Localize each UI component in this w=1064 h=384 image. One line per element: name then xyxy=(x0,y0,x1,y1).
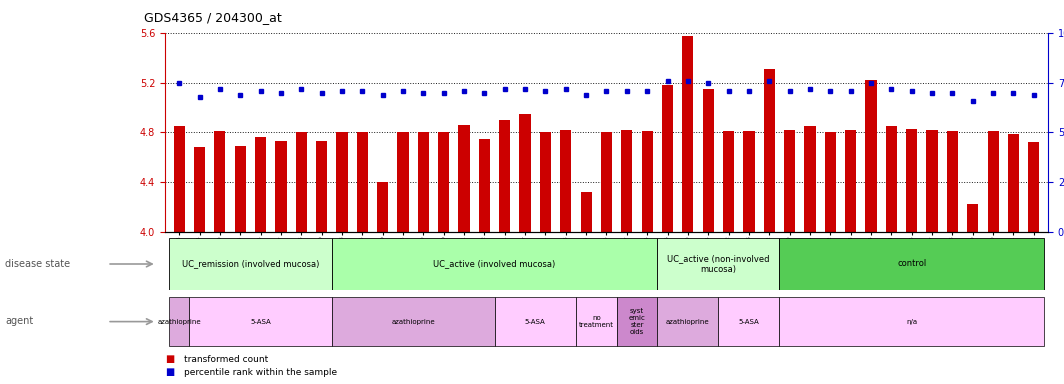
Text: UC_active (non-involved
mucosa): UC_active (non-involved mucosa) xyxy=(667,254,769,274)
Bar xyxy=(418,132,429,232)
Bar xyxy=(907,129,917,232)
Bar xyxy=(377,182,388,232)
Text: no
treatment: no treatment xyxy=(579,315,614,328)
Bar xyxy=(255,137,266,232)
Text: disease state: disease state xyxy=(5,259,70,269)
Bar xyxy=(576,297,617,346)
Bar xyxy=(658,238,780,290)
Text: ■: ■ xyxy=(165,354,174,364)
Bar xyxy=(189,297,332,346)
Bar xyxy=(235,146,246,232)
Bar xyxy=(214,131,226,232)
Bar xyxy=(780,238,1044,290)
Bar xyxy=(621,130,632,232)
Text: 5-ASA: 5-ASA xyxy=(525,319,546,324)
Bar xyxy=(459,125,469,232)
Bar xyxy=(1008,134,1019,232)
Text: ■: ■ xyxy=(165,367,174,377)
Bar xyxy=(718,297,780,346)
Bar xyxy=(780,297,1044,346)
Bar xyxy=(560,130,571,232)
Bar xyxy=(722,131,734,232)
Bar xyxy=(601,132,612,232)
Bar xyxy=(296,132,306,232)
Bar xyxy=(336,132,348,232)
Bar xyxy=(479,139,491,232)
Text: azathioprine: azathioprine xyxy=(392,319,435,324)
Text: syst
emic
ster
oids: syst emic ster oids xyxy=(629,308,646,335)
Bar xyxy=(332,238,658,290)
Bar xyxy=(885,126,897,232)
Bar xyxy=(987,131,999,232)
Bar xyxy=(581,192,592,232)
Text: 5-ASA: 5-ASA xyxy=(738,319,760,324)
Bar xyxy=(173,126,185,232)
Bar xyxy=(397,132,409,232)
Bar xyxy=(438,132,449,232)
Text: transformed count: transformed count xyxy=(184,354,268,364)
Bar xyxy=(845,130,857,232)
Bar xyxy=(927,130,937,232)
Text: UC_active (involved mucosa): UC_active (involved mucosa) xyxy=(433,260,555,268)
Bar xyxy=(825,132,836,232)
Bar xyxy=(642,131,653,232)
Bar xyxy=(519,114,531,232)
Bar xyxy=(169,238,332,290)
Text: agent: agent xyxy=(5,316,34,326)
Bar xyxy=(539,132,551,232)
Text: azathioprine: azathioprine xyxy=(666,319,710,324)
Bar xyxy=(967,204,978,232)
Bar xyxy=(865,80,877,232)
Text: azathioprine: azathioprine xyxy=(157,319,201,324)
Bar xyxy=(804,126,816,232)
Bar xyxy=(744,131,754,232)
Bar xyxy=(1028,142,1040,232)
Bar xyxy=(617,297,658,346)
Bar xyxy=(784,130,795,232)
Bar xyxy=(764,69,775,232)
Bar xyxy=(316,141,328,232)
Bar xyxy=(682,36,694,232)
Bar xyxy=(169,297,189,346)
Bar xyxy=(495,297,576,346)
Bar xyxy=(662,85,674,232)
Text: control: control xyxy=(897,260,927,268)
Text: n/a: n/a xyxy=(907,319,917,324)
Bar xyxy=(702,89,714,232)
Text: 5-ASA: 5-ASA xyxy=(250,319,271,324)
Bar xyxy=(658,297,718,346)
Bar xyxy=(276,141,286,232)
Bar xyxy=(194,147,205,232)
Bar xyxy=(332,297,495,346)
Text: GDS4365 / 204300_at: GDS4365 / 204300_at xyxy=(144,12,281,25)
Text: UC_remission (involved mucosa): UC_remission (involved mucosa) xyxy=(182,260,319,268)
Text: percentile rank within the sample: percentile rank within the sample xyxy=(184,368,337,377)
Bar xyxy=(499,120,511,232)
Bar xyxy=(356,132,368,232)
Bar xyxy=(947,131,958,232)
